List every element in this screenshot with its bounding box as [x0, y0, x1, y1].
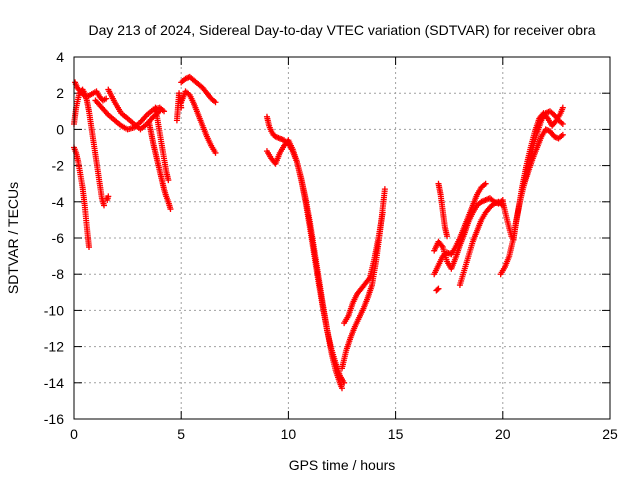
data-point — [212, 149, 219, 156]
series-pass-e2 — [431, 180, 489, 278]
data-point — [167, 206, 174, 213]
data-point — [434, 286, 441, 293]
data-point — [559, 120, 566, 127]
data-point — [101, 202, 108, 209]
y-tick-label: -4 — [52, 194, 65, 210]
x-tick-label: 5 — [177, 426, 185, 442]
data-point — [379, 209, 386, 216]
data-point — [559, 131, 566, 138]
y-tick-label: -12 — [44, 339, 64, 355]
series-pass-d4 — [341, 209, 386, 327]
series-pass-e3 — [435, 180, 451, 240]
data-point — [178, 104, 185, 111]
series-pass-f2 — [499, 108, 566, 243]
data-point — [559, 104, 566, 111]
series-pass-b2 — [152, 104, 172, 184]
data-point — [339, 385, 345, 392]
y-tick-label: 4 — [56, 49, 64, 65]
data-point — [381, 186, 388, 193]
series-pass-a3 — [72, 79, 110, 104]
y-tick-label: 0 — [56, 121, 64, 137]
y-tick-label: -10 — [44, 302, 64, 318]
chart-title: Day 213 of 2024, Sidereal Day-to-day VTE… — [88, 22, 595, 38]
x-tick-label: 25 — [602, 426, 618, 442]
data-point — [86, 244, 93, 251]
data-points — [71, 73, 566, 392]
series-pass-a2 — [71, 144, 93, 251]
y-tick-label: -2 — [52, 158, 65, 174]
series-pass-c3 — [173, 90, 185, 124]
x-tick-label: 15 — [388, 426, 404, 442]
series-pass-e5 — [433, 285, 442, 294]
series-pass-f3 — [521, 126, 566, 187]
series-pass-c1 — [178, 73, 219, 106]
data-point — [105, 193, 112, 200]
series-pass-a6 — [103, 193, 112, 203]
data-point — [444, 233, 451, 240]
data-point — [482, 180, 489, 187]
x-axis-label: GPS time / hours — [289, 457, 396, 473]
y-tick-label: -16 — [44, 411, 64, 427]
plot-frame — [73, 56, 611, 420]
y-tick-label: 2 — [56, 85, 64, 101]
data-point — [212, 99, 219, 106]
y-tick-label: -14 — [44, 375, 64, 391]
data-point — [103, 95, 110, 102]
data-point — [165, 177, 172, 184]
series-pass-c2 — [178, 88, 219, 156]
x-tick-label: 20 — [495, 426, 511, 442]
y-tick-label: -6 — [52, 230, 65, 246]
y-tick-label: -8 — [52, 266, 65, 282]
series-pass-e4 — [456, 198, 506, 289]
x-tick-label: 0 — [70, 426, 78, 442]
tick-labels: 0 5 10 15 20 25 -16 -14 -12 -10 -8 -6 -4 -2 0 2 4 — [44, 49, 618, 442]
data-point — [341, 379, 348, 386]
x-tick-label: 10 — [281, 426, 297, 442]
series-pass-d2 — [263, 137, 348, 386]
y-axis-label: SDTVAR / TECUs — [5, 182, 21, 294]
data-point — [435, 285, 442, 292]
series-pass-b1 — [146, 119, 174, 213]
